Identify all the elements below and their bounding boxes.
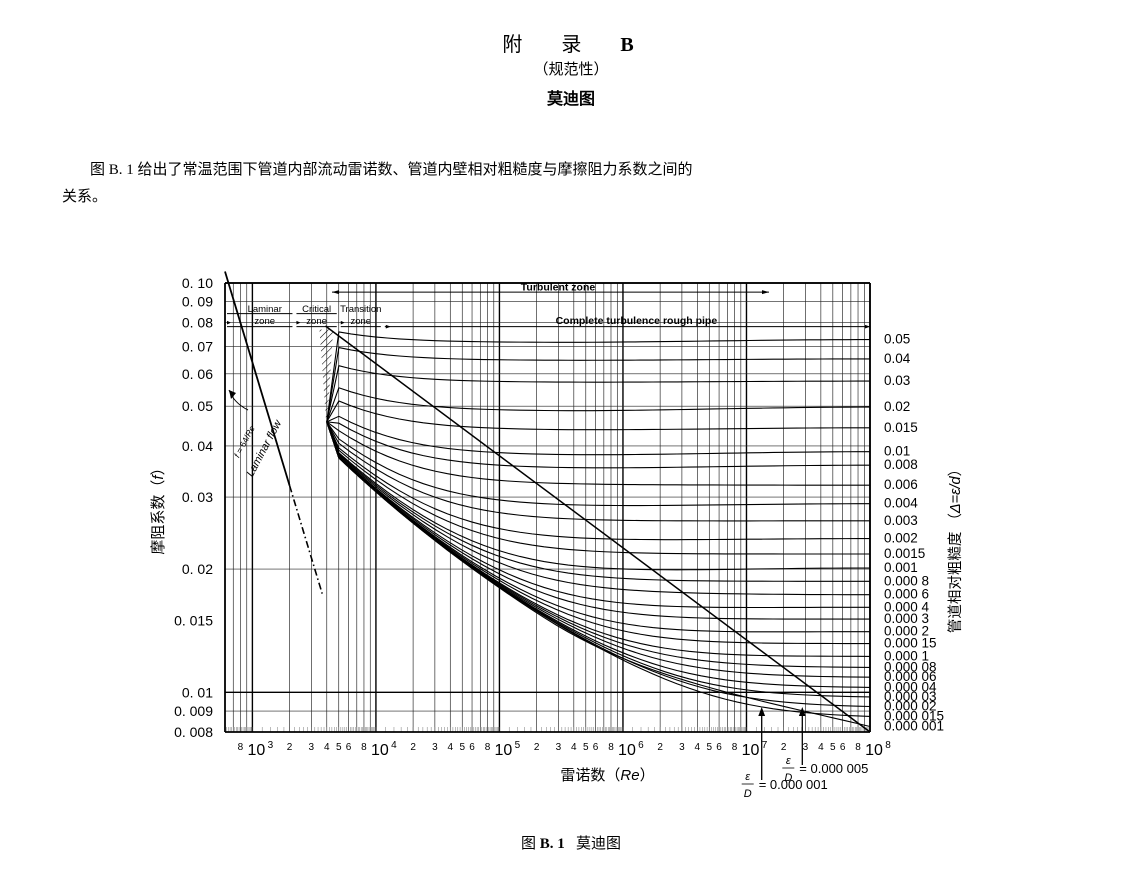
svg-text:0. 02: 0. 02 <box>182 561 213 577</box>
svg-text:8: 8 <box>855 742 861 753</box>
svg-text:2: 2 <box>410 742 416 753</box>
svg-text:5: 5 <box>583 742 589 753</box>
svg-text:4: 4 <box>324 742 330 753</box>
svg-text:4: 4 <box>391 740 397 751</box>
svg-text:ε: ε <box>745 771 750 783</box>
svg-text:0.05: 0.05 <box>884 332 910 347</box>
svg-text:0.0015: 0.0015 <box>884 546 925 561</box>
svg-text:0. 07: 0. 07 <box>182 338 213 354</box>
svg-text:D: D <box>744 788 752 800</box>
svg-text:10: 10 <box>248 742 266 759</box>
svg-text:0.006: 0.006 <box>884 477 918 492</box>
svg-text:0.003: 0.003 <box>884 513 918 528</box>
svg-text:= 0.000 001: = 0.000 001 <box>759 777 828 792</box>
svg-text:管道相对粗糙度 （Δ=ε/d）: 管道相对粗糙度 （Δ=ε/d） <box>947 462 964 633</box>
svg-text:8: 8 <box>485 742 491 753</box>
svg-text:6: 6 <box>638 740 644 751</box>
svg-text:Transition: Transition <box>340 304 381 315</box>
svg-text:5: 5 <box>515 740 521 751</box>
svg-text:雷诺数（Re）: 雷诺数（Re） <box>560 767 654 784</box>
svg-text:0. 009: 0. 009 <box>174 703 213 719</box>
svg-text:4: 4 <box>448 742 454 753</box>
svg-text:4: 4 <box>571 742 577 753</box>
svg-text:8: 8 <box>238 742 244 753</box>
svg-text:3: 3 <box>268 740 274 751</box>
svg-text:= 0.000 005: = 0.000 005 <box>799 761 868 776</box>
svg-text:0.015: 0.015 <box>884 420 918 435</box>
svg-text:0. 09: 0. 09 <box>182 294 213 310</box>
svg-text:6: 6 <box>716 742 722 753</box>
svg-text:0.03: 0.03 <box>884 373 910 388</box>
svg-text:Turbulent zone: Turbulent zone <box>521 282 596 294</box>
svg-text:6: 6 <box>840 742 846 753</box>
svg-text:0.008: 0.008 <box>884 457 918 472</box>
svg-text:8: 8 <box>608 742 614 753</box>
svg-text:0.000 001: 0.000 001 <box>884 719 944 734</box>
svg-text:Complete turbulence rough pipe: Complete turbulence rough pipe <box>556 315 718 327</box>
svg-text:8: 8 <box>361 742 367 753</box>
svg-text:0. 03: 0. 03 <box>182 489 213 505</box>
svg-text:f = 64/Re: f = 64/Re <box>232 424 257 460</box>
svg-text:7: 7 <box>762 740 768 751</box>
svg-text:0. 015: 0. 015 <box>174 612 213 628</box>
svg-text:2: 2 <box>287 742 293 753</box>
svg-text:6: 6 <box>346 742 352 753</box>
svg-text:ε: ε <box>786 755 791 767</box>
svg-text:10: 10 <box>865 742 883 759</box>
svg-text:2: 2 <box>657 742 663 753</box>
svg-text:5: 5 <box>459 742 465 753</box>
svg-text:4: 4 <box>695 742 701 753</box>
svg-text:6: 6 <box>469 742 475 753</box>
svg-text:8: 8 <box>885 740 891 751</box>
svg-text:0.002: 0.002 <box>884 531 918 546</box>
svg-text:2: 2 <box>781 742 787 753</box>
svg-text:0. 01: 0. 01 <box>182 684 213 700</box>
svg-text:5: 5 <box>707 742 713 753</box>
svg-text:6: 6 <box>593 742 599 753</box>
svg-text:10: 10 <box>742 742 760 759</box>
svg-text:摩阻系数（f）: 摩阻系数（f） <box>149 460 167 554</box>
svg-text:0. 08: 0. 08 <box>182 315 213 331</box>
svg-text:0. 04: 0. 04 <box>182 438 213 454</box>
svg-text:5: 5 <box>336 742 342 753</box>
svg-text:2: 2 <box>534 742 540 753</box>
svg-text:0. 05: 0. 05 <box>182 398 213 414</box>
svg-text:0.04: 0.04 <box>884 351 911 366</box>
svg-text:Critical: Critical <box>302 304 331 315</box>
svg-text:5: 5 <box>830 742 836 753</box>
svg-text:10: 10 <box>371 742 389 759</box>
svg-text:zone: zone <box>306 316 327 327</box>
svg-text:0. 008: 0. 008 <box>174 724 213 740</box>
svg-text:0. 06: 0. 06 <box>182 366 213 382</box>
svg-text:0.004: 0.004 <box>884 496 918 511</box>
svg-text:4: 4 <box>818 742 824 753</box>
svg-text:D: D <box>784 772 792 784</box>
svg-text:0.02: 0.02 <box>884 399 910 414</box>
svg-text:3: 3 <box>679 742 685 753</box>
svg-text:zone: zone <box>254 316 275 327</box>
svg-text:3: 3 <box>556 742 562 753</box>
svg-text:3: 3 <box>309 742 315 753</box>
svg-text:3: 3 <box>432 742 438 753</box>
svg-text:Laminar: Laminar <box>248 304 282 315</box>
svg-text:3: 3 <box>803 742 809 753</box>
svg-text:8: 8 <box>732 742 738 753</box>
svg-text:0. 10: 0. 10 <box>182 275 213 291</box>
svg-text:10: 10 <box>618 742 636 759</box>
svg-text:zone: zone <box>350 316 371 327</box>
svg-text:10: 10 <box>495 742 513 759</box>
